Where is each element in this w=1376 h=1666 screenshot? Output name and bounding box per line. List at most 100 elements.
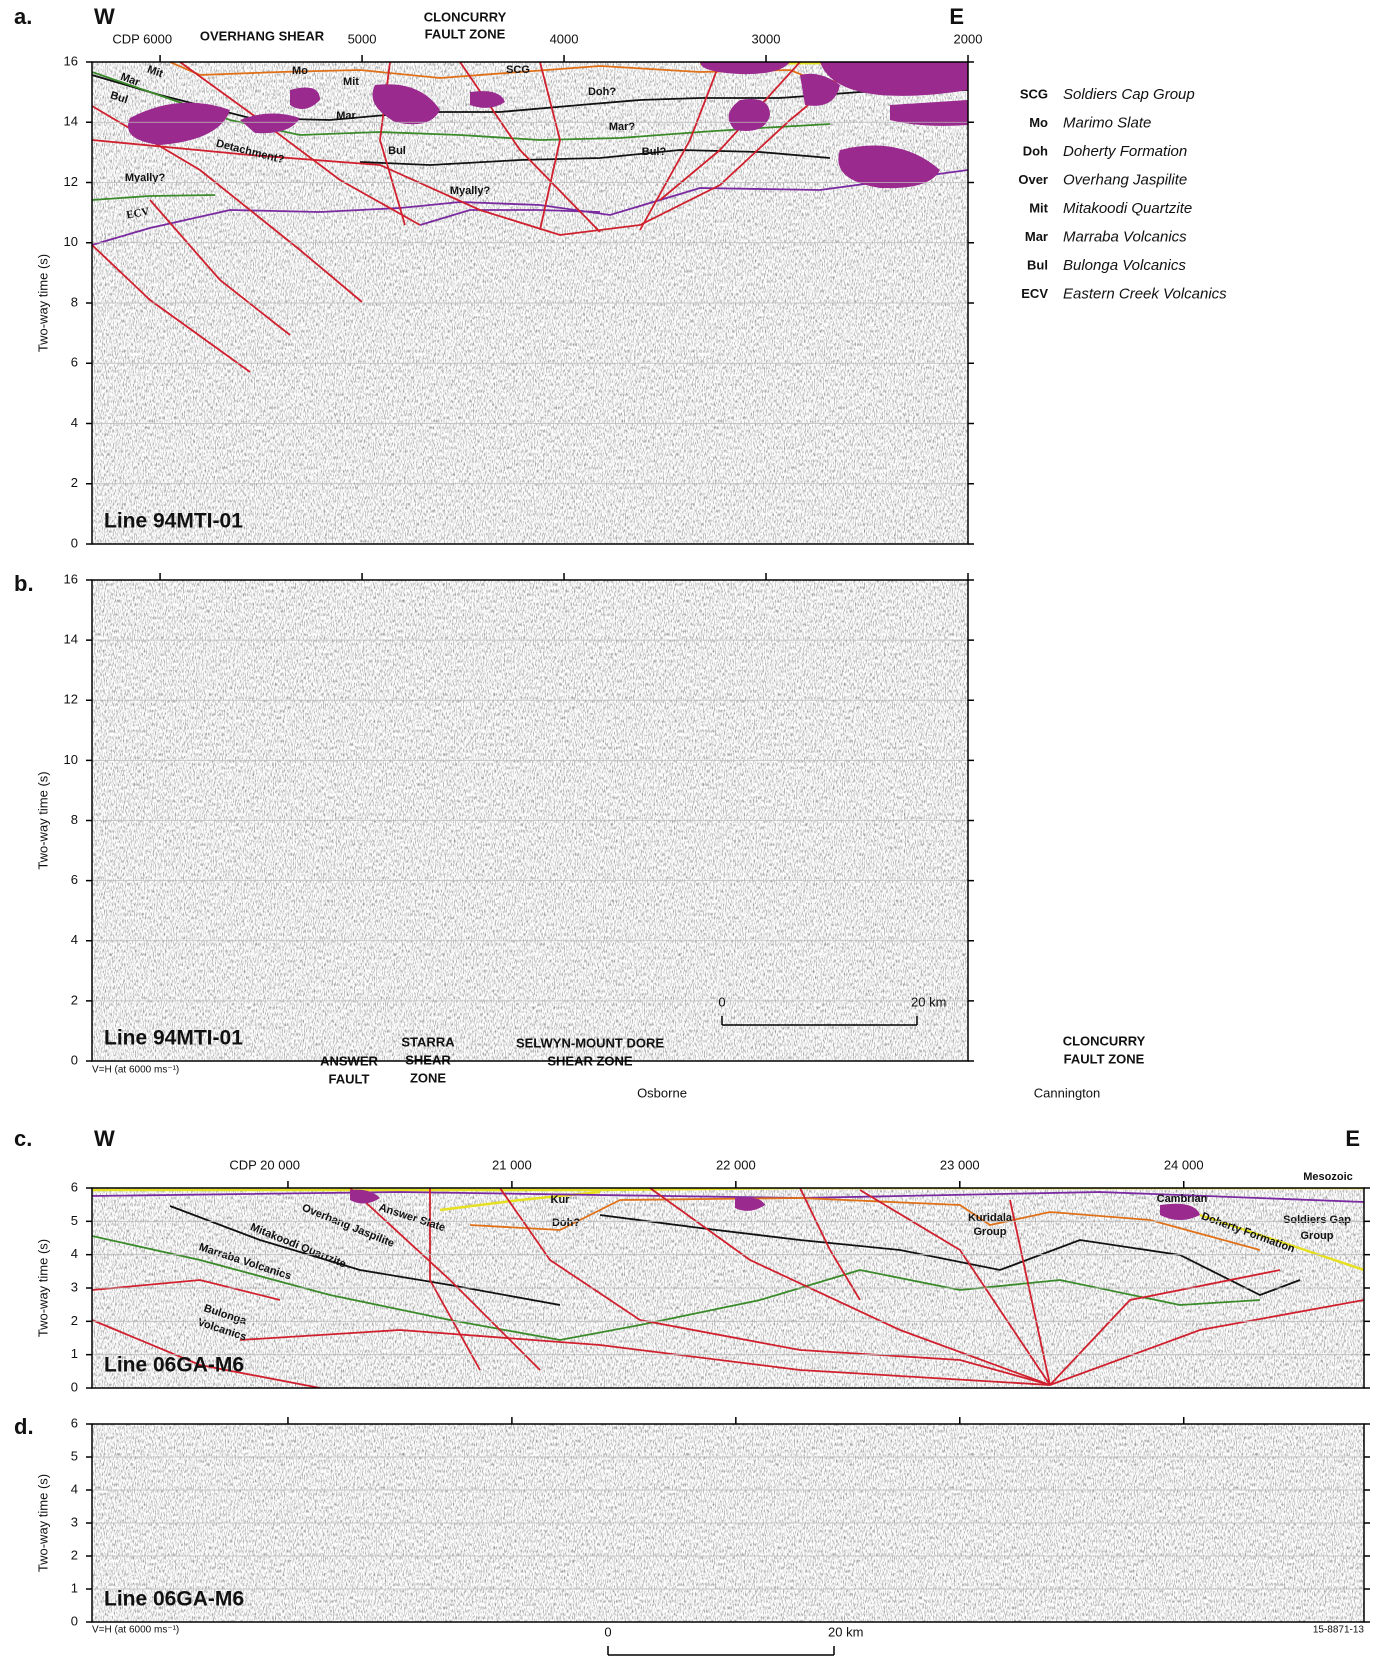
unit-label: Mit [343,76,359,88]
fault [429,1188,481,1371]
horizon [1199,1213,1364,1272]
plot-frame [91,579,969,1062]
horizon [92,1235,1261,1341]
unit-label: Bul [109,89,130,106]
legend-abbr: Doh [1023,143,1048,158]
fault [92,244,251,373]
y-tick-label: 6 [71,1179,78,1194]
granite [240,113,300,134]
fault [1049,1299,1364,1386]
annotation: STARRA [401,1034,455,1049]
granite [700,62,790,75]
direction-west: W [94,4,115,29]
y-tick-label: 10 [64,752,78,767]
cdp-tick-label: 5000 [348,31,377,46]
granite [470,91,505,108]
granite [290,87,320,109]
y-tick-label: 6 [71,1415,78,1430]
fault [1049,1269,1281,1386]
horizon [169,1205,561,1306]
fault [92,62,861,236]
y-tick-label: 12 [64,174,78,189]
plot-frame [91,61,969,545]
y-tick-label: 16 [64,53,78,68]
direction-east: E [949,4,964,29]
granite [838,145,940,189]
legend-name: Marraba Volcanics [1063,228,1187,245]
legend-abbr: Mar [1025,229,1048,244]
y-tick-label: 16 [64,571,78,586]
horizon [92,1188,1364,1192]
annotation: OVERHANG SHEAR [200,28,325,43]
unit-label: Kuridala [968,1212,1013,1224]
y-tick-label: 2 [71,1547,78,1562]
y-tick-label: 4 [71,932,78,947]
fault [799,1188,861,1301]
fault [239,1329,1051,1386]
y-tick-label: 10 [64,234,78,249]
annotation: FAULT ZONE [425,26,506,41]
panel-label: d. [14,1414,34,1439]
cdp-tick-label: 23 000 [940,1157,980,1172]
unit-label: Cambrian [1157,1193,1208,1205]
legend-name: Eastern Creek Volcanics [1063,285,1227,302]
cdp-tick-label: 3000 [752,31,781,46]
y-tick-label: 0 [71,535,78,550]
cdp-tick-label: 24 000 [1164,1157,1204,1172]
y-axis-label: Two-way time (s) [35,254,50,352]
y-tick-label: 14 [64,114,78,129]
panel-label: c. [14,1126,32,1151]
legend-name: Overhang Jaspilite [1063,171,1187,188]
horizon [92,74,968,121]
unit-label: Soldiers Gap [1283,1214,1351,1226]
y-tick-label: 5 [71,1448,78,1463]
y-tick-label: 8 [71,294,78,309]
granite [728,99,770,131]
unit-label: Bul [388,145,406,157]
line-name: Line 06GA-M6 [104,1354,244,1377]
unit-label: Myally? [125,172,166,184]
cdp-tick-label: CDP 6000 [112,31,172,46]
cdp-tick-label: CDP 20 000 [229,1157,300,1172]
y-tick-label: 1 [71,1580,78,1595]
line-name: Line 94MTI-01 [104,510,243,533]
y-tick-label: 4 [71,1246,78,1261]
deposit-label: Osborne [637,1085,687,1100]
annotation: CLONCURRY [1063,1033,1146,1048]
legend-name: Bulonga Volcanics [1063,257,1186,274]
plot-frame [91,1187,1365,1389]
unit-label: Mit [146,64,165,81]
fault [179,62,421,226]
granite [1160,1203,1200,1220]
horizon [469,1197,1261,1251]
unit-label: Kur [551,1194,571,1206]
legend-abbr: Over [1018,172,1048,187]
fault [149,199,291,336]
panel-label: a. [14,4,32,29]
unit-label: SCG [506,64,530,76]
horizon [599,1214,1301,1296]
annotation: FAULT ZONE [1064,1051,1145,1066]
deposit-star [681,1146,717,1180]
deposit-star [1027,1146,1063,1180]
y-tick-label: 3 [71,1514,78,1529]
fault [639,62,721,231]
fault [859,1189,1051,1386]
annotation: SHEAR [405,1052,451,1067]
unit-label: ECV [125,206,150,222]
line-name: Line 06GA-M6 [104,1588,244,1611]
unit-label: Doh? [588,86,616,98]
y-tick-label: 14 [64,632,78,647]
granite [800,73,840,106]
fault [349,1188,541,1371]
line-name: Line 94MTI-01 [104,1027,243,1050]
scale-label: 0 [718,994,725,1009]
y-tick-label: 8 [71,812,78,827]
granite [890,100,968,126]
interpretation-c [92,1146,1364,1388]
y-axis-label: Two-way time (s) [35,1474,50,1572]
y-tick-label: 6 [71,355,78,370]
direction-west: W [94,1126,115,1151]
